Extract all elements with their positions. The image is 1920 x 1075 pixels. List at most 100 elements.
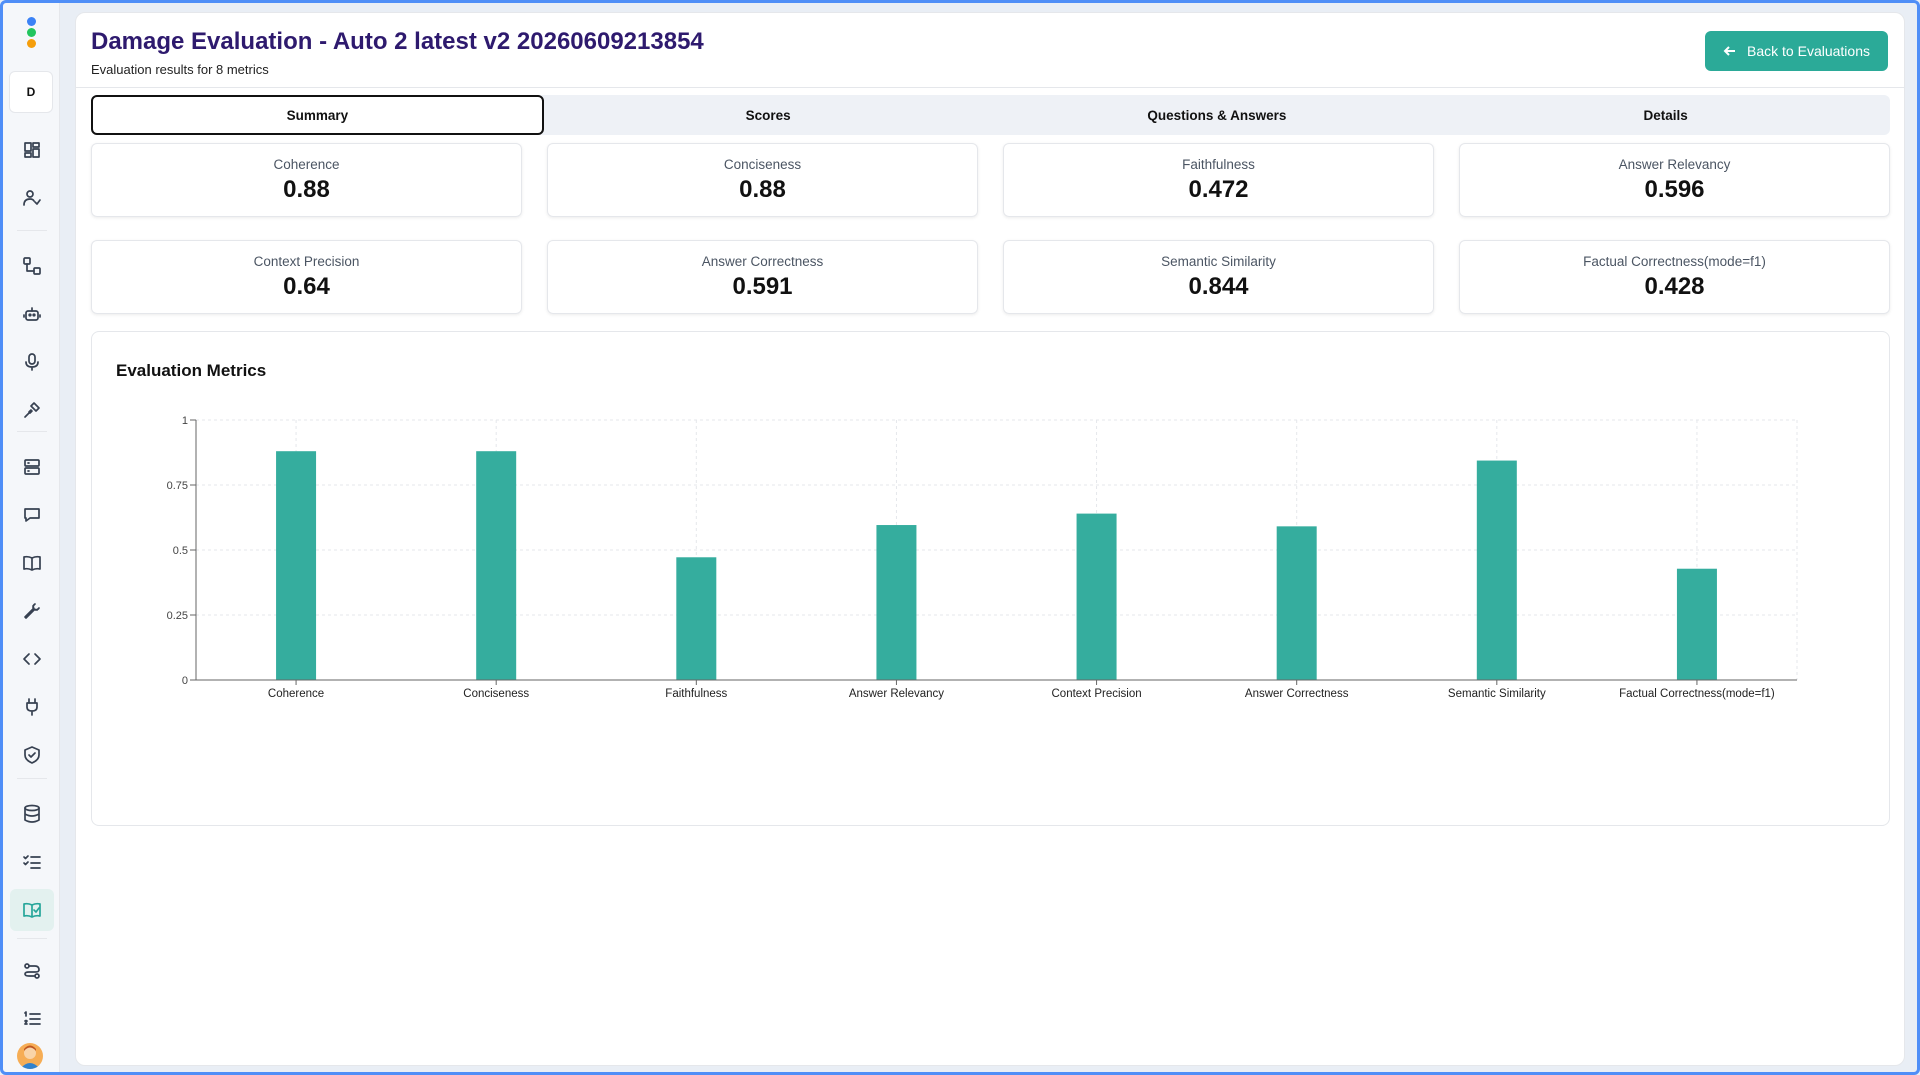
sidebar-item-flow[interactable] — [10, 950, 54, 992]
tab-bar: Summary Scores Questions & Answers Detai… — [91, 95, 1890, 135]
chart-card: Evaluation Metrics 0 0.25 0.5 0.75 1 Coherenc… — [91, 331, 1890, 826]
y-tick-label: 0.25 — [167, 610, 188, 622]
metric-card-coherence: Coherence 0.88 — [91, 143, 522, 217]
metric-card-factual-correctness: Factual Correctness(mode=f1) 0.428 — [1459, 240, 1890, 314]
sidebar-item-checklist[interactable] — [10, 841, 54, 883]
x-tick-label: Context Precision — [1052, 688, 1142, 700]
sidebar-item-dashboard[interactable] — [10, 129, 54, 171]
bar-chart: 0 0.25 0.5 0.75 1 Coherence Conciseness Faithfu… — [167, 415, 1798, 700]
sidebar-item-plug-connect[interactable] — [10, 389, 54, 431]
sidebar-divider — [17, 230, 47, 231]
sidebar-item-shield-check[interactable] — [10, 734, 54, 776]
checklist-icon — [23, 855, 41, 869]
metric-value: 0.88 — [283, 175, 330, 203]
user-avatar[interactable] — [17, 1043, 43, 1069]
app-logo[interactable] — [25, 17, 37, 49]
tab-details[interactable]: Details — [1643, 107, 1688, 123]
page-title: Damage Evaluation - Auto 2 latest v2 202… — [91, 28, 704, 55]
metric-card-conciseness: Conciseness 0.88 — [547, 143, 978, 217]
chart-bar — [1276, 526, 1317, 680]
plug-icon — [26, 698, 38, 716]
metric-cards: Coherence 0.88 Conciseness 0.88 Faithful… — [91, 143, 1890, 314]
wrench-icon — [24, 603, 40, 619]
metric-value: 0.472 — [1188, 175, 1249, 203]
sidebar-item-workflow[interactable] — [10, 245, 54, 287]
metric-value: 0.88 — [739, 175, 786, 203]
chart-bar — [1076, 513, 1117, 680]
sidebar-item-database[interactable] — [10, 793, 54, 835]
sidebar-item-bot[interactable] — [10, 293, 54, 335]
chart-bar — [676, 557, 717, 680]
x-tick-label: Conciseness — [463, 688, 529, 700]
y-tick-label: 0.75 — [167, 480, 188, 492]
chart-bar — [276, 451, 317, 680]
sidebar-item-list-ordered[interactable] — [10, 998, 54, 1040]
book-check-icon — [23, 902, 41, 918]
metric-label: Conciseness — [723, 156, 802, 172]
y-tick-label: 0.5 — [173, 545, 188, 557]
metric-card-context-precision: Context Precision 0.64 — [91, 240, 522, 314]
sidebar-item-microphone[interactable] — [10, 341, 54, 383]
metric-value: 0.591 — [732, 272, 793, 300]
metric-card-answer-correctness: Answer Correctness 0.591 — [547, 240, 978, 314]
arrow-left-icon — [1723, 46, 1736, 56]
y-tick-label: 1 — [182, 415, 188, 427]
chart-bar — [476, 451, 517, 680]
bot-icon — [23, 307, 41, 321]
metric-card-semantic-similarity: Semantic Similarity 0.844 — [1003, 240, 1434, 314]
x-tick-label: Factual Correctness(mode=f1) — [1619, 688, 1775, 700]
metric-label: Coherence — [273, 156, 340, 172]
sidebar-item-plug[interactable] — [10, 686, 54, 728]
sidebar-item-user-check[interactable] — [10, 177, 54, 219]
workspace-button[interactable]: D — [9, 71, 53, 113]
server-icon — [24, 459, 40, 475]
metric-value: 0.596 — [1644, 175, 1705, 203]
list-ordered-icon — [24, 1011, 41, 1025]
tab-scores[interactable]: Scores — [745, 107, 791, 123]
back-to-evaluations-button[interactable]: Back to Evaluations — [1705, 31, 1888, 71]
x-tick-label: Semantic Similarity — [1448, 688, 1546, 700]
sidebar-item-chat[interactable] — [10, 494, 54, 536]
user-check-icon — [23, 190, 41, 206]
sidebar-item-book[interactable] — [10, 542, 54, 584]
page-subtitle: Evaluation results for 8 metrics — [91, 62, 269, 77]
chart-bar — [1476, 460, 1517, 680]
dashboard-icon — [24, 142, 40, 158]
shield-check-icon — [24, 746, 40, 764]
x-tick-label: Coherence — [268, 688, 324, 700]
workflow-icon — [23, 257, 41, 275]
metric-label: Answer Relevancy — [1618, 156, 1731, 172]
sidebar-item-wrench[interactable] — [10, 590, 54, 632]
metric-label: Semantic Similarity — [1161, 253, 1276, 269]
sidebar-divider — [17, 778, 47, 779]
sidebar-item-book-check[interactable] — [10, 889, 54, 931]
page-header: Damage Evaluation - Auto 2 latest v2 202… — [76, 13, 1904, 88]
sidebar: D — [3, 3, 60, 1072]
chart-title: Evaluation Metrics — [116, 361, 267, 380]
metric-value: 0.428 — [1644, 272, 1705, 300]
metric-value: 0.64 — [283, 272, 330, 300]
tab-questions-answers[interactable]: Questions & Answers — [1147, 107, 1287, 123]
plug-connect-icon — [24, 402, 40, 418]
metric-label: Factual Correctness(mode=f1) — [1583, 253, 1766, 269]
metric-label: Context Precision — [253, 253, 360, 269]
book-icon — [23, 555, 41, 571]
x-tick-label: Answer Relevancy — [849, 688, 944, 700]
sidebar-item-server[interactable] — [10, 446, 54, 488]
y-tick-label: 0 — [182, 675, 188, 687]
x-tick-label: Faithfulness — [665, 688, 727, 700]
sidebar-item-code[interactable] — [10, 638, 54, 680]
back-button-label: Back to Evaluations — [1747, 43, 1870, 59]
sidebar-divider — [17, 938, 47, 939]
metric-label: Faithfulness — [1182, 156, 1255, 172]
tab-summary[interactable]: Summary — [91, 95, 544, 135]
flow-icon — [24, 963, 40, 979]
metric-label: Answer Correctness — [701, 253, 824, 269]
metric-value: 0.844 — [1188, 272, 1249, 300]
sidebar-divider — [17, 431, 47, 432]
x-tick-label: Answer Correctness — [1245, 688, 1349, 700]
metric-card-answer-relevancy: Answer Relevancy 0.596 — [1459, 143, 1890, 217]
database-icon — [24, 804, 40, 823]
main-panel: Damage Evaluation - Auto 2 latest v2 202… — [75, 12, 1905, 1066]
microphone-icon — [25, 353, 39, 371]
